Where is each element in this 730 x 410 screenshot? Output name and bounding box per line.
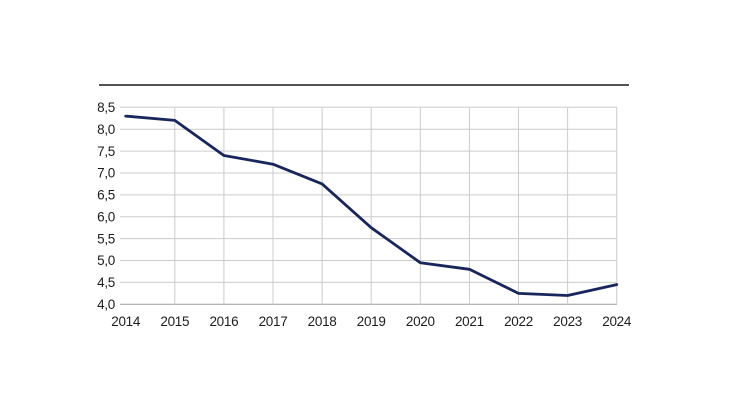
y-tick-label: 4,5: [97, 275, 115, 290]
x-tick-label: 2017: [259, 314, 288, 329]
x-tick-label: 2020: [406, 314, 435, 329]
x-tick-label: 2022: [504, 314, 533, 329]
x-tick-label: 2014: [111, 314, 141, 329]
x-tick-label: 2019: [357, 314, 386, 329]
x-tick-label: 2016: [209, 314, 238, 329]
y-tick-label: 8,0: [97, 122, 115, 137]
y-tick-label: 7,5: [97, 144, 115, 159]
y-tick-label: 6,0: [97, 209, 115, 224]
y-tick-label: 8,5: [97, 100, 115, 115]
x-tick-label: 2023: [553, 314, 582, 329]
y-tick-label: 7,0: [97, 166, 115, 181]
x-tick-label: 2015: [160, 314, 189, 329]
x-tick-label: 2018: [308, 314, 337, 329]
data-line: [124, 114, 619, 297]
y-tick-label: 5,5: [97, 231, 115, 246]
y-tick-label: 5,0: [97, 253, 115, 268]
x-tick-label: 2024: [602, 314, 632, 329]
y-tick-label: 6,5: [97, 188, 115, 203]
y-tick-label: 4,0: [97, 297, 115, 312]
x-tick-label: 2021: [455, 314, 484, 329]
